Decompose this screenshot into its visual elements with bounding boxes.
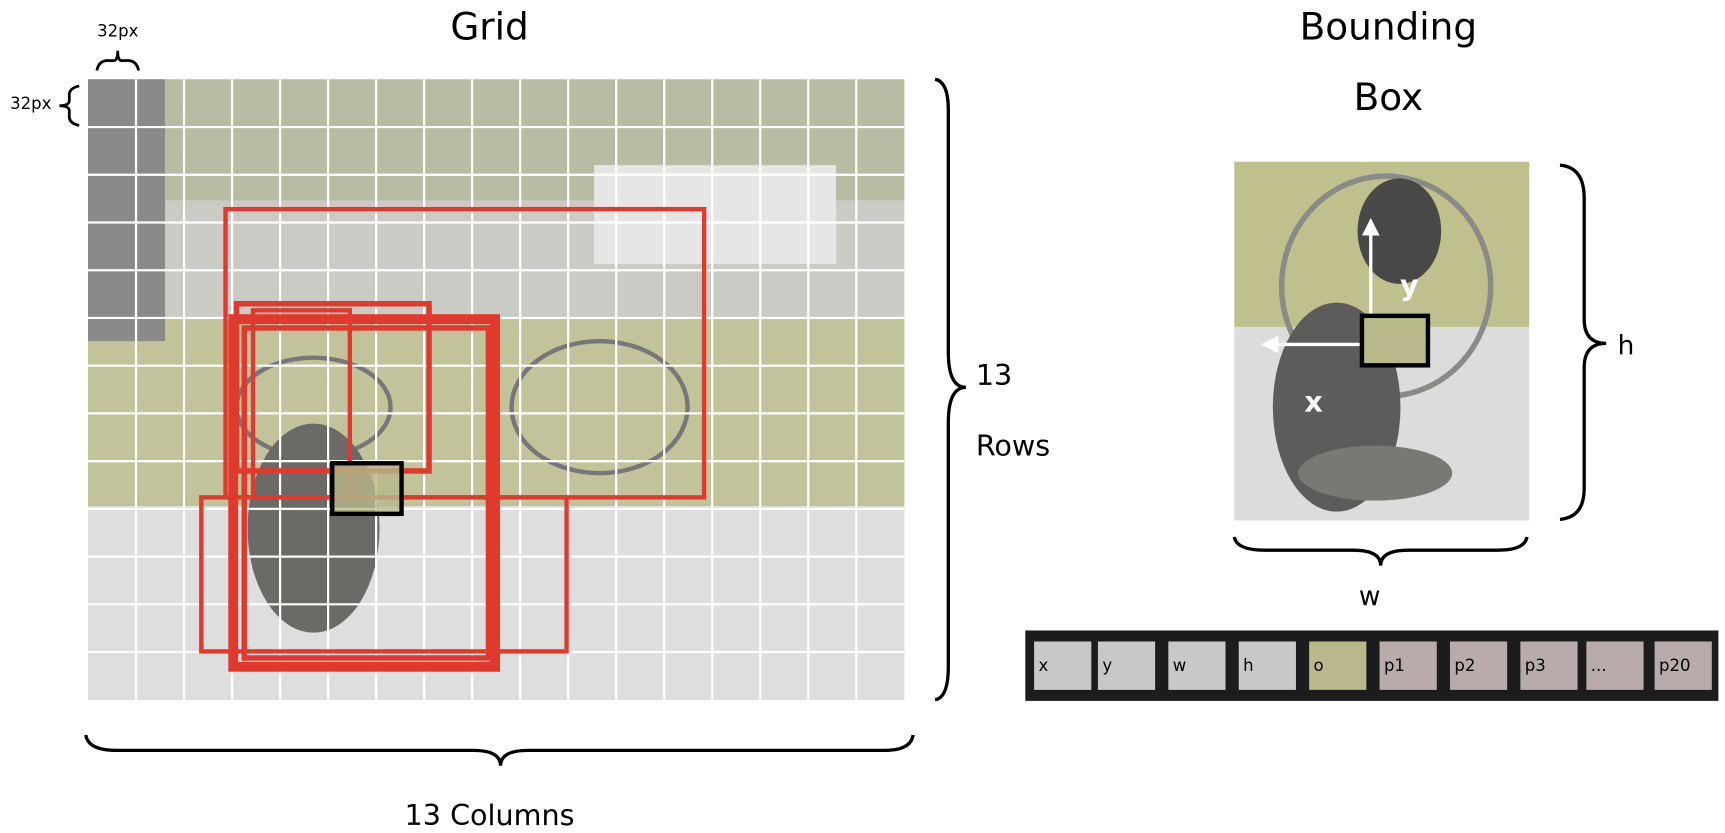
x-label: x bbox=[1304, 385, 1323, 419]
vector-cell bbox=[1520, 641, 1578, 690]
brace bbox=[934, 77, 967, 702]
brace bbox=[59, 84, 80, 127]
vector-cell-label: h bbox=[1243, 656, 1253, 675]
brace bbox=[1559, 163, 1607, 522]
h-label: h bbox=[1618, 330, 1635, 361]
center-cell bbox=[330, 461, 404, 517]
vector-cell-label: p2 bbox=[1454, 656, 1475, 675]
vector-cell bbox=[1379, 641, 1437, 690]
vector-cell-label: o bbox=[1314, 656, 1324, 675]
brace bbox=[1232, 536, 1529, 566]
columns-label: 13 Columns bbox=[405, 798, 575, 832]
vector-cell bbox=[1449, 641, 1508, 690]
grid-title: Grid bbox=[450, 5, 528, 49]
cell-height-label: 32px bbox=[10, 94, 51, 113]
vector-cell-label: w bbox=[1173, 656, 1187, 675]
vector-cell-label: x bbox=[1039, 656, 1049, 675]
vector-cell bbox=[1309, 641, 1367, 690]
vector-cell bbox=[1654, 641, 1712, 690]
vector-cell bbox=[1238, 641, 1296, 690]
center-cell bbox=[1359, 313, 1431, 368]
vector-cell-label: p3 bbox=[1525, 656, 1546, 675]
arrows bbox=[1260, 217, 1380, 354]
brace bbox=[95, 50, 140, 71]
cell-width-label: 32px bbox=[97, 21, 138, 40]
brace bbox=[84, 734, 915, 766]
bbox-title: Box bbox=[1354, 75, 1424, 119]
vector-cell-label: p1 bbox=[1384, 656, 1405, 675]
vector-cell bbox=[1097, 641, 1156, 690]
vector-cell-label: y bbox=[1102, 656, 1112, 675]
anchor-boxes bbox=[199, 206, 707, 672]
vector-cell bbox=[1034, 641, 1092, 690]
vector-cells: x y w h o p1 p2 p3... p20 bbox=[1034, 641, 1712, 690]
vector-cell-label: p20 bbox=[1659, 656, 1690, 675]
rows-count: 13 bbox=[976, 358, 1012, 392]
w-label: w bbox=[1359, 581, 1381, 612]
bbox-title: Bounding bbox=[1300, 5, 1477, 49]
vector-cell bbox=[1586, 641, 1644, 690]
y-label: y bbox=[1400, 268, 1419, 302]
rows-label: Rows bbox=[976, 429, 1050, 463]
vector-cell bbox=[1168, 641, 1226, 690]
vector-cell-label: ... bbox=[1591, 656, 1607, 675]
